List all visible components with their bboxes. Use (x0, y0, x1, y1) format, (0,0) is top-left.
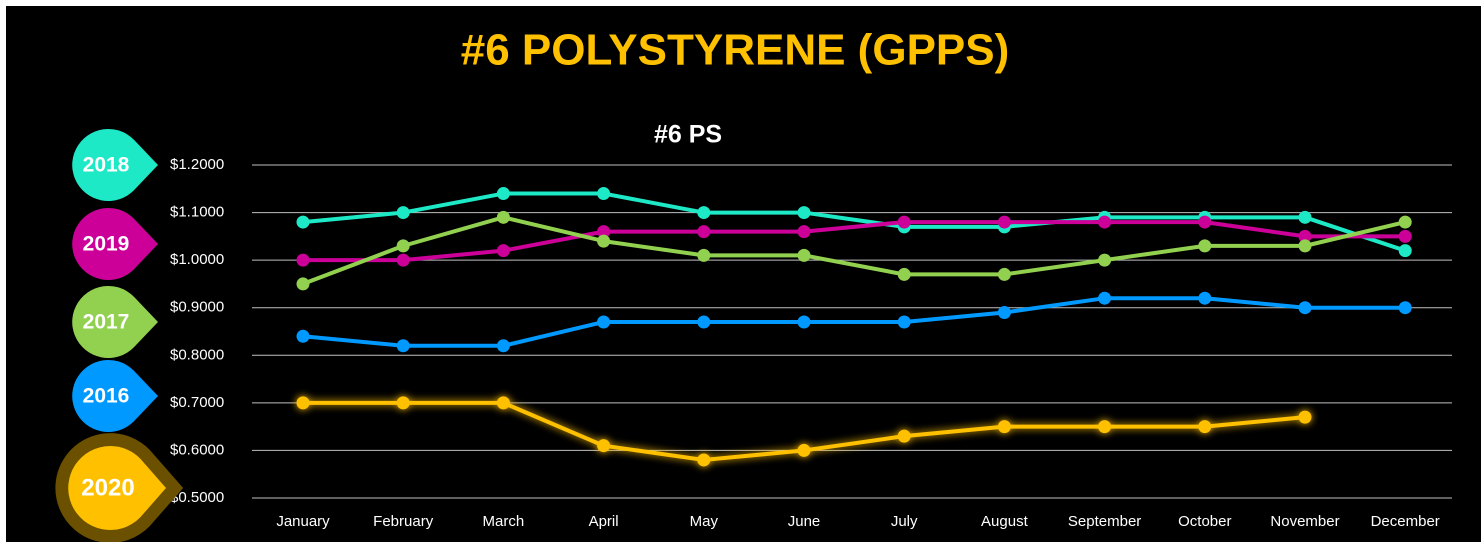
x-tick-label: November (1270, 513, 1339, 530)
legend-label: 2016 (83, 385, 130, 408)
marker (1098, 291, 1112, 305)
series (296, 215, 1412, 267)
x-tick-label: January (276, 513, 330, 530)
marker (997, 420, 1011, 434)
series-line (302, 296, 1406, 348)
legend-ring (55, 433, 184, 542)
marker (797, 225, 811, 239)
marker (396, 253, 410, 267)
marker (597, 234, 611, 248)
legend-label: 2017 (83, 311, 130, 334)
marker (1098, 420, 1112, 434)
y-tick-label: $1.0000 (170, 251, 224, 268)
marker (797, 315, 811, 329)
marker (1198, 420, 1212, 434)
marker (897, 315, 911, 329)
marker (1298, 239, 1312, 253)
marker (396, 396, 410, 410)
x-tick-label: September (1068, 513, 1141, 530)
series (296, 210, 1412, 291)
marker (597, 439, 611, 453)
chart-subtitle: #6 PS (654, 121, 722, 149)
marker (496, 396, 510, 410)
marker (1198, 239, 1212, 253)
marker (1098, 215, 1112, 229)
marker (396, 206, 410, 220)
marker (396, 239, 410, 253)
marker (897, 267, 911, 281)
legend-badge (72, 128, 158, 201)
marker (797, 206, 811, 220)
marker (296, 277, 310, 291)
marker (997, 215, 1011, 229)
marker (1098, 253, 1112, 267)
marker (997, 267, 1011, 281)
marker (496, 339, 510, 353)
marker (1298, 210, 1312, 224)
marker (797, 443, 811, 457)
x-tick-label: October (1178, 513, 1231, 530)
marker (296, 215, 310, 229)
marker (1398, 244, 1412, 258)
marker (697, 225, 711, 239)
x-tick-label: July (891, 513, 918, 530)
legend-badge (72, 359, 158, 432)
marker (396, 339, 410, 353)
y-tick-label: $0.5000 (170, 489, 224, 506)
marker (997, 305, 1011, 319)
series (296, 396, 1312, 467)
marker (697, 206, 711, 220)
y-tick-label: $0.9000 (170, 299, 224, 316)
y-tick-label: $0.8000 (170, 346, 224, 363)
marker (1298, 410, 1312, 424)
x-tick-label: April (589, 513, 619, 530)
marker (496, 187, 510, 201)
x-tick-label: December (1371, 513, 1440, 530)
marker (797, 248, 811, 262)
marker (1398, 301, 1412, 315)
marker (697, 315, 711, 329)
background (6, 6, 1481, 542)
series-line (302, 191, 1406, 253)
legend-badge (72, 285, 158, 358)
marker (697, 248, 711, 262)
legend-label: 2019 (83, 233, 130, 256)
series-line (302, 215, 1406, 286)
legend-badge (68, 445, 166, 530)
y-tick-label: $1.1000 (170, 204, 224, 221)
marker (1198, 291, 1212, 305)
x-tick-label: August (981, 513, 1029, 530)
x-tick-label: May (690, 513, 719, 530)
chart-title: #6 POLYSTYRENE (GPPS) (461, 26, 1010, 75)
legend-badge (72, 207, 158, 280)
marker (296, 253, 310, 267)
marker (897, 215, 911, 229)
marker (697, 453, 711, 467)
legend-label: 2020 (81, 474, 134, 501)
series-line (303, 220, 1406, 263)
x-tick-label: February (373, 513, 434, 530)
marker (296, 329, 310, 343)
marker (496, 210, 510, 224)
marker (496, 244, 510, 258)
y-tick-label: $0.7000 (170, 394, 224, 411)
x-tick-label: June (788, 513, 821, 530)
marker (1398, 215, 1412, 229)
marker (897, 429, 911, 443)
marker (597, 315, 611, 329)
legend-label: 2018 (83, 154, 130, 177)
y-tick-label: $1.2000 (170, 156, 224, 173)
marker (1398, 229, 1412, 243)
marker (1298, 229, 1312, 243)
y-tick-label: $0.6000 (170, 441, 224, 458)
marker (1298, 301, 1312, 315)
series (296, 291, 1412, 353)
marker (296, 396, 310, 410)
marker (597, 187, 611, 201)
x-tick-label: March (483, 513, 525, 530)
marker (597, 225, 611, 239)
marker (1198, 215, 1212, 229)
